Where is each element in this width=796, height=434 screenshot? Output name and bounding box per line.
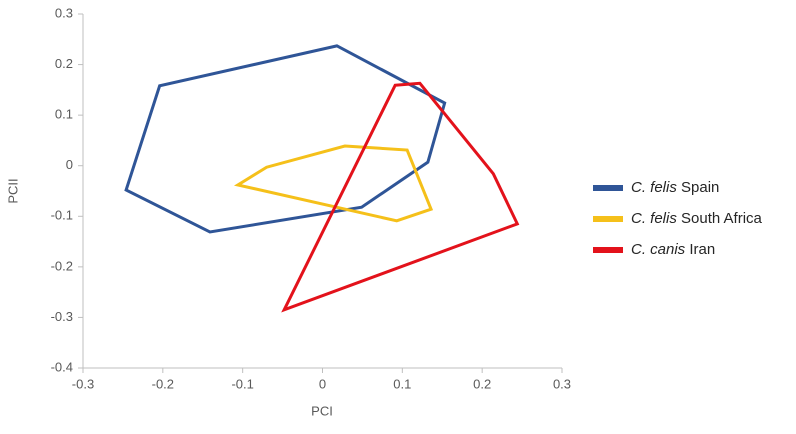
x-tick-label: -0.1 — [231, 376, 253, 391]
legend: C. felis Spain C. felis South Africa C. ca… — [593, 179, 763, 258]
x-tick-label: 0.1 — [393, 376, 411, 391]
y-tick-label: 0.1 — [55, 107, 73, 122]
hull — [124, 44, 447, 234]
x-tick-label: 0.3 — [553, 376, 571, 391]
x-tick-label: 0.2 — [473, 376, 491, 391]
y-tick-label: -0.2 — [51, 258, 73, 273]
x-tick-label: 0 — [319, 376, 326, 391]
x-tick-label: -0.2 — [152, 376, 174, 391]
x-tick-label: -0.3 — [72, 376, 94, 391]
y-tick-label: 0 — [66, 157, 73, 172]
y-tick-label: -0.3 — [51, 309, 73, 324]
y-tick-label: -0.4 — [51, 359, 73, 374]
legend-label: C. canis Iran — [631, 241, 715, 258]
y-tick-label: -0.1 — [51, 208, 73, 223]
x-axis-label: PCI — [311, 403, 333, 418]
legend-label: C. felis South Africa — [631, 210, 763, 227]
y-tick-label: 0.2 — [55, 56, 73, 71]
legend-label: C. felis Spain — [631, 179, 719, 196]
y-axis-label: PCII — [5, 178, 20, 203]
hull — [233, 144, 434, 223]
hull — [281, 81, 520, 313]
y-tick-label: 0.3 — [55, 5, 73, 20]
